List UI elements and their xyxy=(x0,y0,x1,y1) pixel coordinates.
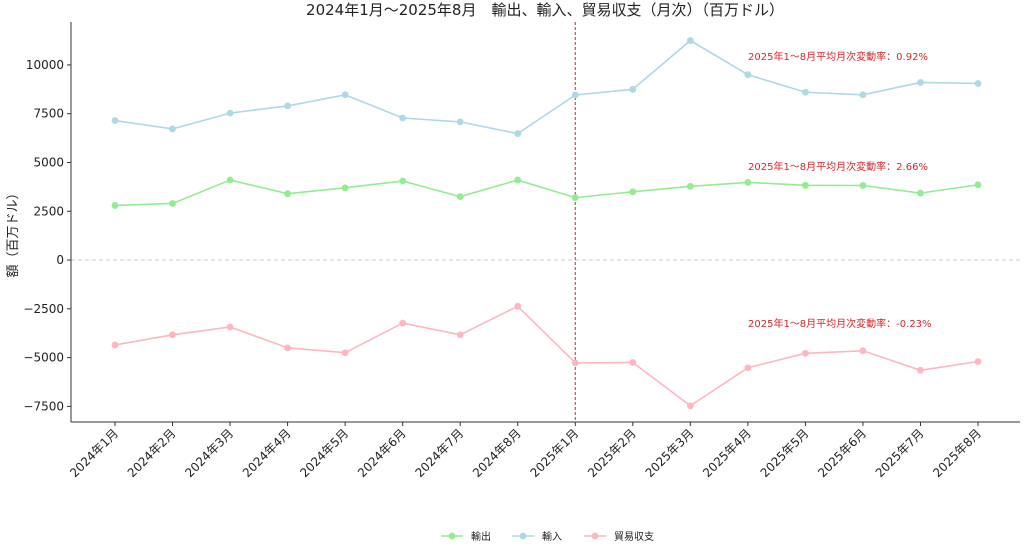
data-point xyxy=(226,109,234,117)
data-point xyxy=(456,193,464,201)
x-tick-label: 2025年4月 xyxy=(700,426,754,480)
y-tick-label: 0 xyxy=(56,253,64,267)
legend-swatch-marker xyxy=(591,532,599,540)
data-point xyxy=(744,364,752,372)
series-2 xyxy=(111,37,982,138)
y-axis-label: 額（百万ドル） xyxy=(6,186,21,277)
legend: 輸出 輸入 貿易収支 xyxy=(441,530,654,543)
data-point xyxy=(686,37,694,44)
data-point xyxy=(629,188,637,196)
x-tick-label: 2025年5月 xyxy=(758,426,812,480)
data-point xyxy=(571,91,579,99)
data-point xyxy=(859,91,867,99)
series-line xyxy=(114,305,979,407)
legend-item-3: 貿易収支 xyxy=(584,531,654,543)
data-point xyxy=(859,347,867,355)
data-point xyxy=(514,130,522,138)
legend-item-1: 輸出 xyxy=(441,530,491,543)
x-tick-label: 2024年7月 xyxy=(412,426,466,480)
axes-layer: −7500 −5000 −2500 0 2500 5000 7500 10000 2024年1月… xyxy=(23,22,1020,480)
data-point xyxy=(514,302,522,310)
data-point xyxy=(226,176,234,184)
data-point xyxy=(399,114,407,122)
data-point xyxy=(629,359,637,366)
data-point xyxy=(629,85,637,93)
data-point xyxy=(802,181,809,189)
data-point xyxy=(341,184,349,192)
data-point xyxy=(284,102,291,110)
y-tick-label: 7500 xyxy=(33,107,64,121)
data-point xyxy=(802,88,809,96)
y-tick-label: −2500 xyxy=(23,302,64,316)
y-tick-label: −7500 xyxy=(23,399,64,413)
x-tick-label: 2024年3月 xyxy=(182,426,236,480)
data-point xyxy=(744,71,752,79)
data-point xyxy=(917,189,924,197)
legend-swatch-marker xyxy=(519,532,527,540)
data-point xyxy=(284,344,291,352)
series-3 xyxy=(111,302,982,410)
data-point xyxy=(169,331,176,339)
data-point xyxy=(169,125,176,133)
data-point xyxy=(226,323,234,331)
data-point xyxy=(284,190,291,198)
x-tick-label: 2024年2月 xyxy=(125,426,179,480)
data-point xyxy=(974,358,982,365)
data-point xyxy=(974,80,982,87)
data-point xyxy=(111,202,119,209)
data-point xyxy=(686,182,694,190)
data-point xyxy=(111,341,119,349)
data-point xyxy=(802,349,809,357)
x-tick-label: 2024年5月 xyxy=(297,426,351,480)
y-tick-label: −5000 xyxy=(23,351,64,365)
y-tick-label: 2500 xyxy=(33,204,64,218)
x-tick-label: 2025年2月 xyxy=(585,426,639,480)
series-1 xyxy=(111,176,982,209)
annotation-2: 2025年1～8月平均月次変動率：0.92% xyxy=(748,50,928,63)
data-point xyxy=(744,178,752,186)
x-tick-label: 2025年6月 xyxy=(815,426,869,480)
data-point xyxy=(917,366,924,374)
series-line xyxy=(114,39,979,135)
data-point xyxy=(686,402,694,410)
legend-label: 輸出 xyxy=(471,530,491,543)
legend-swatch-marker xyxy=(448,532,456,540)
x-tick-label: 2025年3月 xyxy=(643,426,697,480)
chart-title: 2024年1月～2025年8月 輸出、輸入、貿易収支（月次）（百万ドル） xyxy=(306,1,784,19)
data-point xyxy=(571,359,579,367)
data-point xyxy=(456,331,464,339)
data-point xyxy=(974,181,982,189)
legend-item-2: 輸入 xyxy=(512,530,562,543)
y-tick-label: 10000 xyxy=(26,58,64,72)
legend-label: 貿易収支 xyxy=(614,531,654,543)
data-point xyxy=(399,319,407,327)
data-point xyxy=(399,177,407,185)
x-tick-label: 2025年8月 xyxy=(930,426,984,480)
x-tick-label: 2024年4月 xyxy=(240,426,294,480)
data-point xyxy=(341,91,349,99)
data-point xyxy=(859,182,867,189)
series-layer xyxy=(111,37,982,410)
annotation-3: 2025年1～8月平均月次変動率：-0.23% xyxy=(748,317,932,330)
data-point xyxy=(571,194,579,202)
series-line xyxy=(114,179,979,207)
data-point xyxy=(514,176,522,184)
data-point xyxy=(169,200,176,207)
data-point xyxy=(111,117,119,124)
annotation-1: 2025年1～8月平均月次変動率：2.66% xyxy=(748,160,928,173)
y-tick-label: 5000 xyxy=(33,155,64,169)
data-point xyxy=(341,349,349,357)
x-tick-label: 2025年7月 xyxy=(873,426,927,480)
annotations: 2025年1～8月平均月次変動率：2.66% 2025年1～8月平均月次変動率：0… xyxy=(748,50,932,330)
x-tick-label: 2025年1月 xyxy=(528,426,582,480)
legend-label: 輸入 xyxy=(542,530,562,543)
x-tick-label: 2024年8月 xyxy=(470,426,524,480)
data-point xyxy=(917,79,924,86)
x-tick-label: 2024年6月 xyxy=(355,426,409,480)
x-tick-label: 2024年1月 xyxy=(67,426,121,480)
data-point xyxy=(456,118,464,126)
